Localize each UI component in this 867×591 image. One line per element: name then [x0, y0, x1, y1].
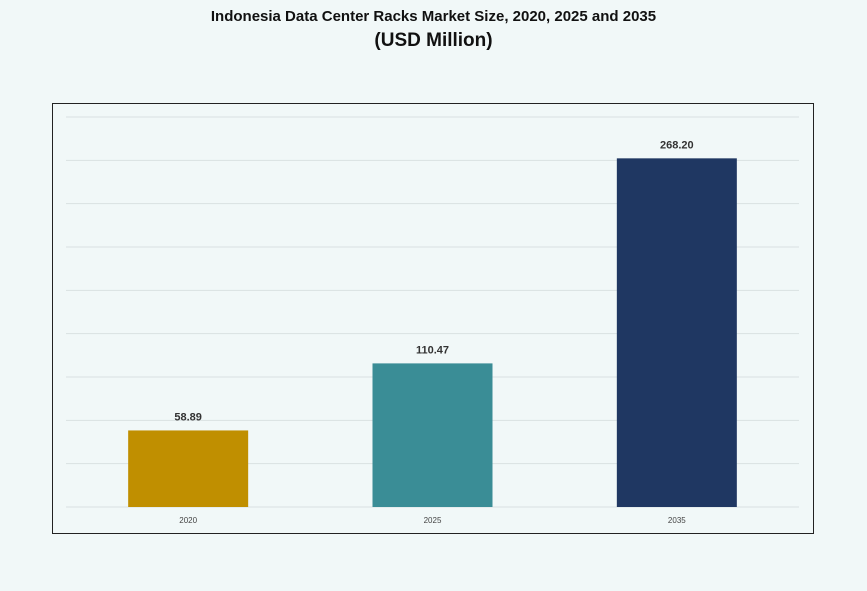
labels: 58.89 2020 110.47 2025 268.20 2035 [174, 139, 693, 525]
bar-2035 [616, 158, 737, 507]
bars [128, 158, 737, 507]
x-tick-label-2035: 2035 [668, 516, 686, 525]
bar-2020 [128, 430, 249, 507]
chart-subtitle: (USD Million) [374, 30, 493, 51]
bar-2025 [372, 363, 493, 507]
data-label-2035: 268.20 [660, 139, 694, 151]
x-tick-label-2025: 2025 [424, 516, 442, 525]
data-label-2025: 110.47 [416, 344, 449, 356]
x-tick-label-2020: 2020 [179, 516, 197, 525]
data-label-2020: 58.89 [174, 411, 202, 423]
chart-title: Indonesia Data Center Racks Market Size,… [210, 8, 657, 25]
